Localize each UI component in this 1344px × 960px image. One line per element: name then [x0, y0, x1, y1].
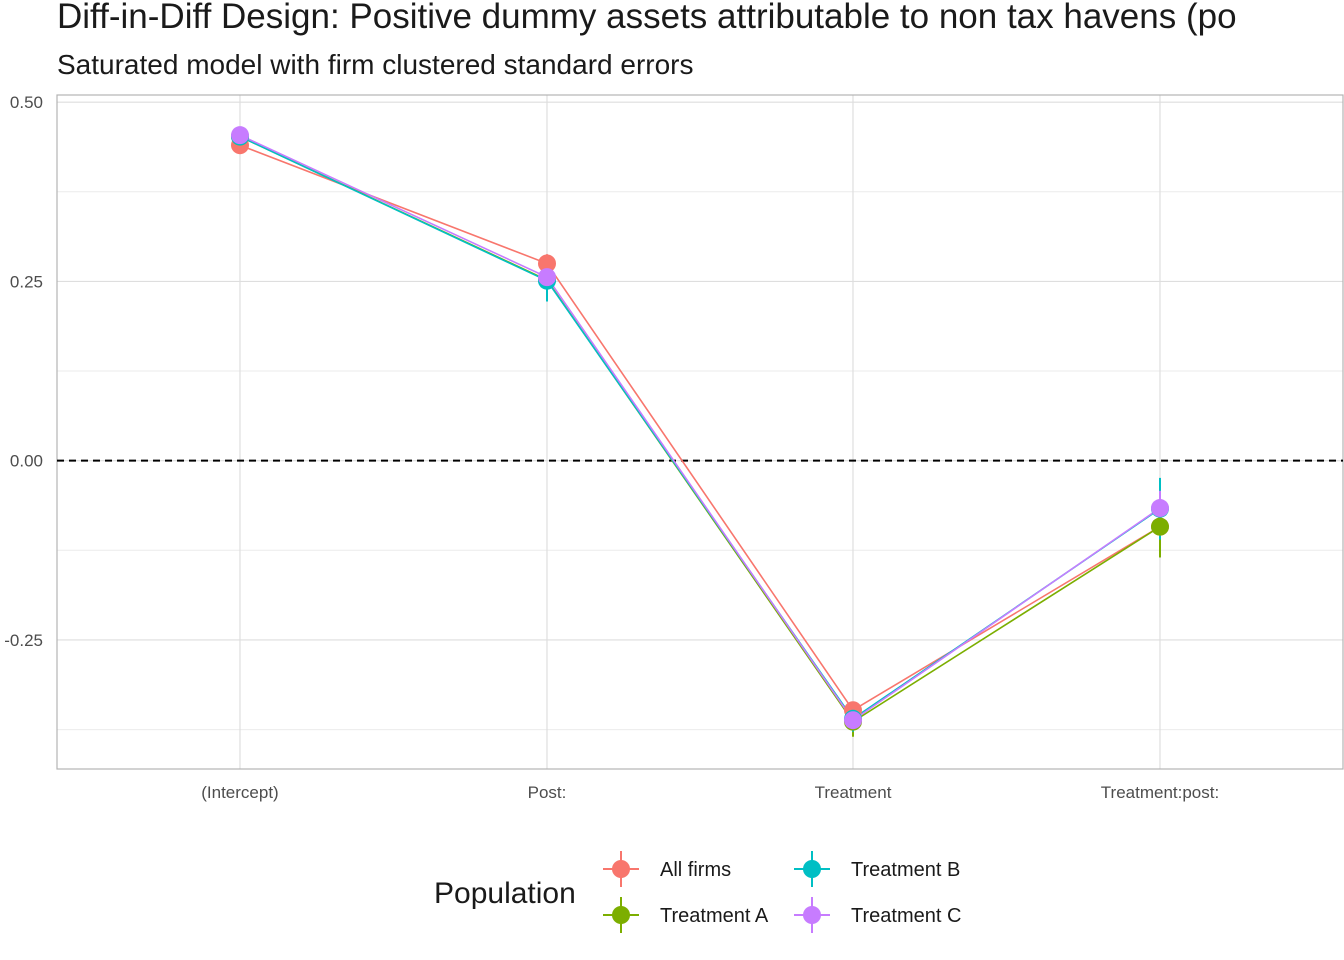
legend-label: Treatment B — [851, 859, 960, 881]
legend-title: Population — [434, 877, 576, 910]
chart-subtitle: Saturated model with firm clustered stan… — [57, 49, 694, 80]
legend-label: Treatment C — [851, 905, 961, 927]
chart-title: Diff-in-Diff Design: Positive dummy asse… — [57, 0, 1237, 36]
x-tick-label: (Intercept) — [201, 783, 278, 802]
legend-key-point — [803, 860, 821, 878]
y-tick-label: -0.25 — [4, 631, 43, 650]
series-line — [239, 135, 1161, 723]
y-tick-label: 0.00 — [10, 452, 43, 471]
data-point — [538, 254, 556, 273]
legend-label: Treatment A — [660, 905, 769, 927]
series-line — [239, 144, 1161, 712]
data-point — [538, 268, 556, 287]
data-point — [1151, 499, 1169, 518]
y-tick-label: 0.25 — [10, 272, 43, 291]
series-line — [239, 135, 1161, 720]
legend-key-point — [612, 906, 630, 924]
x-tick-label: Treatment — [815, 783, 892, 802]
panel-border — [56, 94, 1344, 770]
y-axis: 0.50 0.25 0.00 -0.25 — [4, 93, 43, 650]
plot-marks — [231, 126, 1169, 737]
data-point — [231, 126, 249, 145]
x-tick-label: Treatment:post: — [1101, 783, 1219, 802]
x-axis: (Intercept) Post: Treatment Treatment:post: — [201, 783, 1219, 802]
y-tick-label: 0.50 — [10, 93, 43, 112]
series-line — [239, 134, 1161, 722]
legend-label: All firms — [660, 859, 731, 881]
data-point — [1151, 517, 1169, 536]
x-tick-label: Post: — [528, 783, 567, 802]
legend: All firms Treatment A Treatment B Treatment… — [603, 851, 961, 933]
legend-key-point — [612, 860, 630, 878]
data-point — [844, 711, 862, 730]
plot-panel — [56, 94, 1344, 770]
legend-key-point — [803, 906, 821, 924]
